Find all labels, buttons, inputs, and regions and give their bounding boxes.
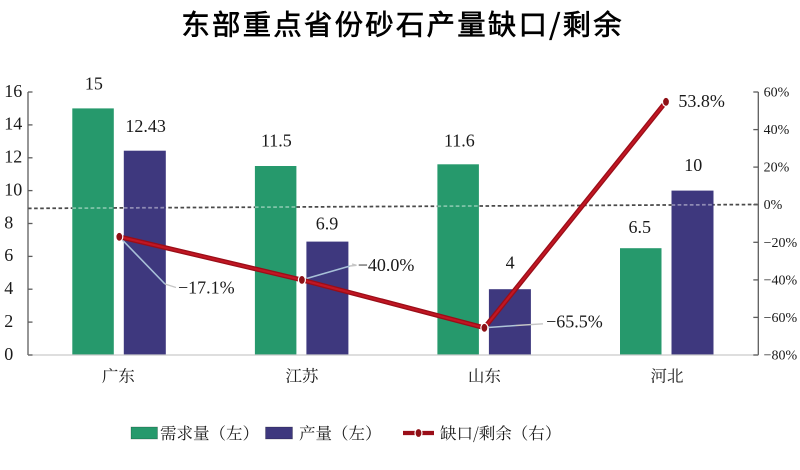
svg-text:11.5: 11.5 <box>261 131 292 151</box>
svg-text:11.6: 11.6 <box>444 130 475 150</box>
svg-text:6.5: 6.5 <box>628 217 651 237</box>
svg-text:6.9: 6.9 <box>316 214 339 234</box>
svg-text:−17.1%: −17.1% <box>178 277 235 297</box>
svg-text:14: 14 <box>4 114 22 134</box>
svg-text:12: 12 <box>4 147 22 167</box>
svg-text:10: 10 <box>4 179 22 199</box>
svg-text:60%: 60% <box>764 86 790 101</box>
svg-text:0%: 0% <box>764 198 783 213</box>
svg-text:40%: 40% <box>764 123 790 138</box>
svg-text:10: 10 <box>684 155 702 175</box>
svg-text:20%: 20% <box>764 161 790 176</box>
svg-text:2: 2 <box>4 311 13 331</box>
svg-text:8: 8 <box>4 212 13 232</box>
svg-text:12.43: 12.43 <box>125 116 166 136</box>
svg-text:−80%: −80% <box>764 349 798 364</box>
svg-text:−40.0%: −40.0% <box>358 255 415 275</box>
svg-text:15: 15 <box>85 74 103 94</box>
svg-text:4: 4 <box>4 278 13 298</box>
svg-text:−60%: −60% <box>764 311 798 326</box>
svg-text:−40%: −40% <box>764 273 798 288</box>
svg-text:−20%: −20% <box>764 236 798 251</box>
svg-text:4: 4 <box>506 252 515 272</box>
svg-text:−65.5%: −65.5% <box>546 312 603 332</box>
svg-text:53.8%: 53.8% <box>678 91 725 111</box>
svg-text:16: 16 <box>4 81 22 101</box>
svg-text:6: 6 <box>4 245 13 265</box>
svg-text:0: 0 <box>4 344 13 364</box>
